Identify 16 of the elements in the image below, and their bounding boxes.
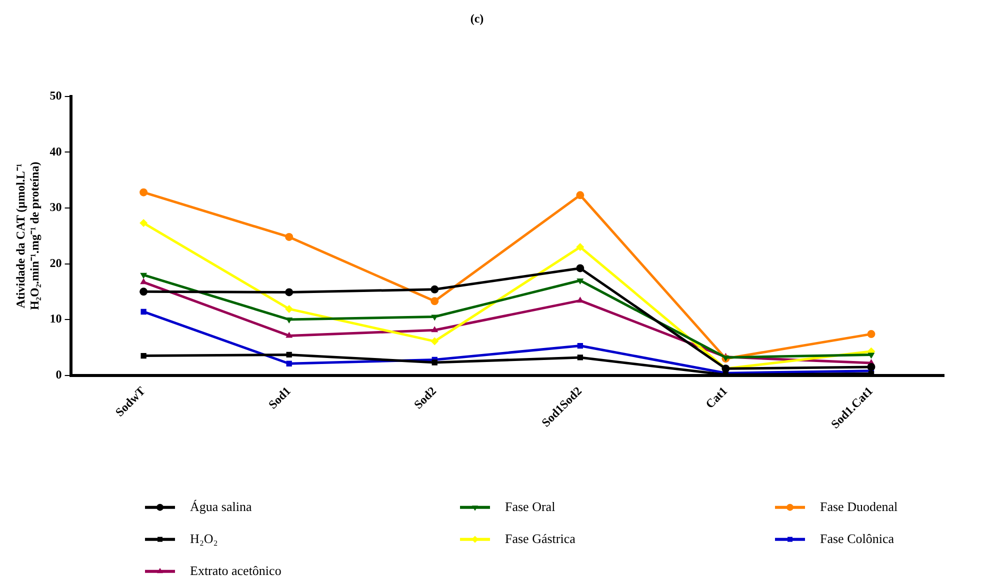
legend-label: H₂O₂ [190,530,218,546]
legend-label: Fase Colônica [820,530,894,546]
legend-label: Fase Duodenal [820,498,898,514]
legend-label: Fase Gástrica [505,530,576,546]
y-tick-label: 10 [50,312,62,326]
legend-label: Fase Oral [505,498,556,514]
y-tick-label: 40 [50,144,62,158]
y-tick-label: 50 [50,88,62,102]
legend-label: Água salina [190,498,252,514]
y-axis-title: Atividade da CAT (µmol.L⁻¹ H₂O₂.min⁻¹.mg⁻¹ de proteína) [13,162,42,310]
y-tick-label: 20 [50,256,62,270]
chart-title: (c) [470,11,484,26]
y-tick-label: 30 [50,200,62,214]
y-tick-label: 0 [56,367,62,382]
legend-label: Extrato acetônico [190,562,282,578]
x-tick-label: Cat1 [702,384,730,412]
